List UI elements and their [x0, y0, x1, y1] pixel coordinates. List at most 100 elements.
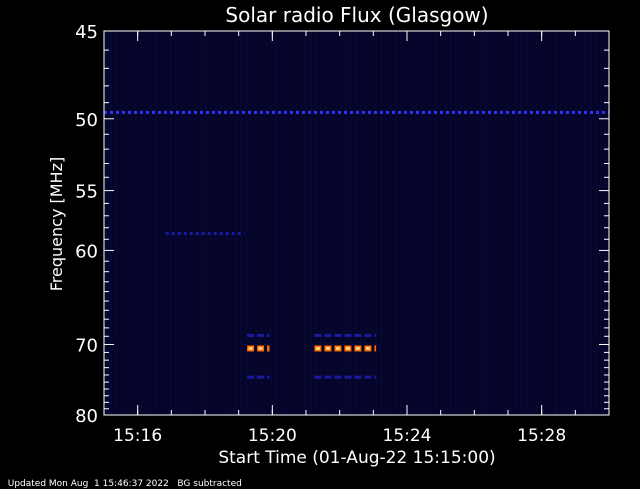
x-axis-label: Start Time (01-Aug-22 15:15:00): [218, 448, 495, 468]
emission-mark: [314, 375, 322, 379]
emission-mark: [422, 110, 425, 114]
emission-mark: [110, 110, 113, 114]
emission-mark: [171, 232, 175, 236]
emission-mark: [272, 110, 275, 114]
x-tick-label: 15:24: [383, 426, 432, 446]
emission-mark: [116, 110, 119, 114]
emission-mark: [237, 232, 241, 236]
emission-mark: [542, 110, 545, 114]
burst-peak-mark: [248, 346, 253, 350]
emission-mark: [566, 110, 569, 114]
emission-mark: [194, 110, 197, 114]
emission-mark: [146, 110, 149, 114]
y-tick-label: 55: [75, 182, 98, 203]
axes: 45 50 55 60 70 80 15:16 15:20 15:24 15:28: [75, 22, 610, 446]
emission-mark: [218, 110, 221, 114]
emission-mark: [320, 110, 323, 114]
emission-mark: [410, 110, 413, 114]
emission-mark: [530, 110, 533, 114]
emission-mark: [518, 110, 521, 114]
emission-mark: [122, 110, 125, 114]
emission-mark: [260, 110, 263, 114]
emission-mark: [247, 333, 255, 337]
burst-peak-mark: [355, 346, 360, 350]
emission-mark: [104, 110, 107, 114]
emission-mark: [494, 110, 497, 114]
footer-updated: Updated Mon Aug 1 15:46:37 2022: [7, 479, 169, 489]
emission-mark: [267, 375, 270, 379]
emission-mark: [572, 110, 575, 114]
emission-mark: [206, 110, 209, 114]
emission-mark: [308, 110, 311, 114]
emission-mark: [332, 110, 335, 114]
emission-mark: [368, 110, 371, 114]
emission-mark: [344, 333, 352, 337]
emission-mark: [243, 232, 245, 236]
emission-mark: [602, 110, 605, 114]
emission-mark: [476, 110, 479, 114]
emission-mark: [231, 232, 235, 236]
emission-mark: [416, 110, 419, 114]
emission-mark: [386, 110, 389, 114]
emission-mark: [464, 110, 467, 114]
emission-mark: [338, 110, 341, 114]
emission-mark: [446, 110, 449, 114]
y-axis-label: Frequency [MHz]: [47, 157, 66, 291]
footer-note: BG subtracted: [177, 479, 242, 489]
emission-mark: [302, 110, 305, 114]
emission-mark: [326, 110, 329, 114]
burst-peak-mark: [365, 346, 370, 350]
emission-mark: [324, 375, 332, 379]
emission-mark: [440, 110, 443, 114]
y-tick-label: 45: [75, 22, 98, 43]
emission-mark: [314, 110, 317, 114]
emission-mark: [380, 110, 383, 114]
chart-title: Solar radio Flux (Glasgow): [225, 3, 488, 27]
emission-mark: [364, 333, 372, 337]
plot-area: [104, 31, 609, 415]
emission-mark: [266, 110, 269, 114]
emission-mark: [230, 110, 233, 114]
emission-mark: [584, 110, 587, 114]
emission-mark: [398, 110, 401, 114]
burst-mark: [267, 345, 270, 352]
emission-mark: [458, 110, 461, 114]
emission-mark: [324, 333, 332, 337]
x-tick-label: 15:28: [517, 426, 566, 446]
emission-mark: [177, 232, 181, 236]
emission-mark: [344, 375, 352, 379]
emission-mark: [164, 110, 167, 114]
emission-mark: [374, 333, 377, 337]
emission-mark: [183, 232, 187, 236]
emission-mark: [189, 232, 193, 236]
emission-mark: [236, 110, 239, 114]
emission-mark: [225, 232, 229, 236]
emission-mark: [350, 110, 353, 114]
emission-mark: [134, 110, 137, 114]
emission-mark: [560, 110, 563, 114]
emission-mark: [548, 110, 551, 114]
emission-mark: [356, 110, 359, 114]
emission-mark: [434, 110, 437, 114]
emission-mark: [524, 110, 527, 114]
emission-mark: [554, 110, 557, 114]
y-tick-label: 80: [75, 406, 98, 427]
emission-mark: [392, 110, 395, 114]
burst-peak-mark: [315, 346, 320, 350]
emission-mark: [267, 333, 270, 337]
emission-mark: [128, 110, 131, 114]
emission-mark: [374, 375, 377, 379]
emission-mark: [506, 110, 509, 114]
burst-peak-mark: [325, 346, 330, 350]
emission-mark: [224, 110, 227, 114]
emission-mark: [290, 110, 293, 114]
emission-mark: [213, 232, 217, 236]
emission-mark: [248, 110, 251, 114]
burst-peak-mark: [258, 346, 263, 350]
emission-mark: [334, 375, 342, 379]
emission-mark: [242, 110, 245, 114]
axes-frame: [103, 30, 610, 416]
emission-mark: [140, 110, 143, 114]
emission-mark: [470, 110, 473, 114]
spectrogram-marks: [104, 110, 609, 379]
